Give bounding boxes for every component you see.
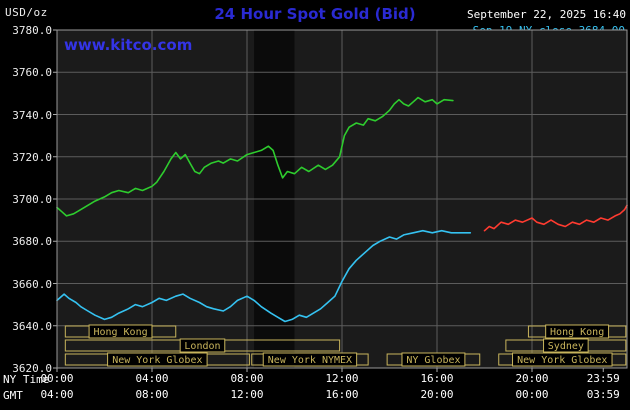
page-title: 24 Hour Spot Gold (Bid) bbox=[214, 5, 416, 23]
session-label-box bbox=[512, 352, 613, 367]
y-axis-label: 3680.0 bbox=[12, 235, 52, 249]
series-line-sep22 bbox=[56, 96, 454, 217]
session-label-box bbox=[88, 324, 153, 339]
y-axis-label: 3740.0 bbox=[12, 108, 52, 122]
y-axis-label: 3760.0 bbox=[12, 66, 52, 80]
datetime-label: September 22, 2025 16:40 bbox=[467, 8, 626, 21]
session-label-box bbox=[543, 338, 589, 353]
x-axis-label-gmt: 16:00 bbox=[325, 388, 359, 401]
gmt-axis-caption: GMT bbox=[3, 389, 23, 402]
x-axis-label-gmt: 00:00 bbox=[515, 388, 549, 401]
session-label-box bbox=[262, 352, 358, 367]
y-axis-label: 3660.0 bbox=[12, 277, 52, 291]
series-line-sep21 bbox=[483, 204, 628, 232]
session-label-box bbox=[107, 352, 208, 367]
unit-label: USD/oz bbox=[5, 6, 48, 19]
x-axis-label-gmt: 04:00 bbox=[40, 388, 74, 401]
x-axis-label-gmt: 08:00 bbox=[135, 388, 169, 401]
session-label: New York Globex bbox=[112, 355, 202, 366]
session-label-box bbox=[545, 324, 610, 339]
kitco-watermark-link[interactable]: www.kitco.com bbox=[64, 36, 193, 54]
y-axis-label: 3620.0 bbox=[12, 362, 52, 375]
y-axis-label: 3640.0 bbox=[12, 319, 52, 333]
session-label: New York Globex bbox=[517, 355, 607, 366]
y-axis-label: 3720.0 bbox=[12, 150, 52, 164]
session-label: Sydney bbox=[548, 341, 584, 352]
x-axis-label-gmt: 12:00 bbox=[230, 388, 264, 401]
session-label: Hong Kong bbox=[550, 327, 604, 338]
y-axis-label: 3780.0 bbox=[12, 24, 52, 37]
x-axis-label-ny: 00:00 bbox=[40, 372, 74, 385]
session-label: Hong Kong bbox=[93, 327, 147, 338]
x-axis-label-gmt: 20:00 bbox=[420, 388, 454, 401]
x-axis-label-ny: 20:00 bbox=[515, 372, 549, 385]
session-label: New York NYMEX bbox=[268, 355, 352, 366]
series-line-sep19 bbox=[56, 229, 472, 323]
x-axis-label-ny: 08:00 bbox=[230, 372, 264, 385]
session-label-box bbox=[401, 352, 466, 367]
x-axis-label-ny: 23:59 bbox=[586, 372, 620, 385]
y-axis-label: 3700.0 bbox=[12, 193, 52, 206]
plot-border bbox=[56, 29, 628, 369]
session-label: NY Globex bbox=[406, 355, 460, 366]
x-axis-label-ny: 16:00 bbox=[420, 372, 454, 385]
session-label-box bbox=[179, 338, 226, 353]
x-axis-label-gmt: 03:59 bbox=[586, 388, 620, 401]
session-label: London bbox=[184, 341, 220, 352]
x-axis-label-ny: 12:00 bbox=[325, 372, 359, 385]
ny-time-axis-caption: NY Time bbox=[3, 373, 50, 386]
x-axis-label-ny: 04:00 bbox=[135, 372, 169, 385]
